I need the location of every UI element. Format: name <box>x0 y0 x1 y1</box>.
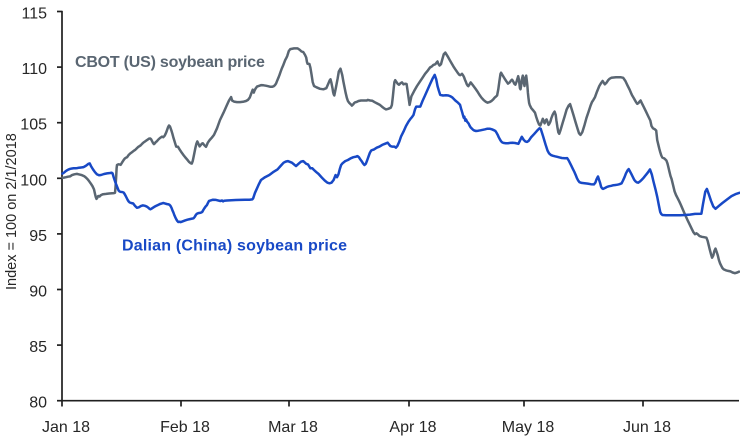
svg-text:May 18: May 18 <box>502 419 555 436</box>
svg-text:110: 110 <box>21 61 47 78</box>
svg-text:CBOT (US) soybean price: CBOT (US) soybean price <box>75 54 265 71</box>
svg-text:105: 105 <box>20 117 47 134</box>
svg-text:Jan 18: Jan 18 <box>42 419 90 436</box>
svg-text:100: 100 <box>20 172 47 189</box>
svg-text:Apr 18: Apr 18 <box>389 419 436 436</box>
svg-text:Mar 18: Mar 18 <box>268 419 318 436</box>
svg-text:Feb 18: Feb 18 <box>160 419 210 436</box>
svg-text:Jun 18: Jun 18 <box>623 419 671 436</box>
svg-text:85: 85 <box>29 339 47 356</box>
svg-text:115: 115 <box>21 6 47 23</box>
svg-text:Dalian (China) soybean price: Dalian (China) soybean price <box>122 238 347 255</box>
svg-text:80: 80 <box>29 395 47 412</box>
svg-text:95: 95 <box>29 228 47 245</box>
svg-text:Index = 100 on 2/1/2018: Index = 100 on 2/1/2018 <box>4 133 20 290</box>
svg-text:90: 90 <box>29 284 47 301</box>
